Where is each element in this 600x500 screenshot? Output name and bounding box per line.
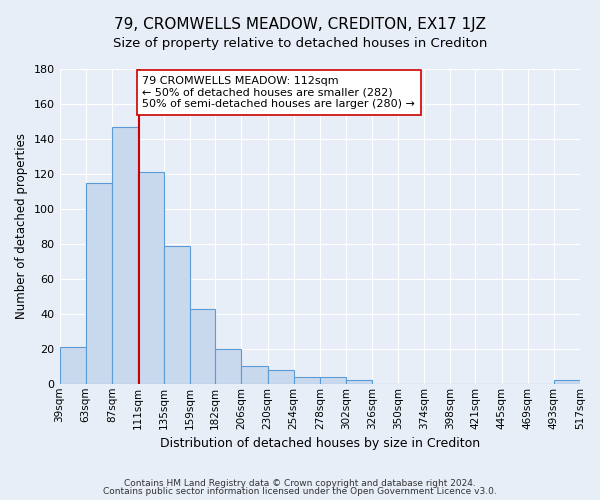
Bar bbox=[293, 377, 320, 384]
X-axis label: Distribution of detached houses by size in Crediton: Distribution of detached houses by size … bbox=[160, 437, 480, 450]
Bar bbox=[190, 308, 215, 384]
Bar bbox=[241, 366, 268, 384]
Bar bbox=[86, 182, 112, 384]
Bar bbox=[346, 380, 372, 384]
Bar bbox=[138, 172, 164, 384]
Bar bbox=[268, 370, 293, 384]
Bar bbox=[215, 349, 241, 384]
Text: 79 CROMWELLS MEADOW: 112sqm
← 50% of detached houses are smaller (282)
50% of se: 79 CROMWELLS MEADOW: 112sqm ← 50% of det… bbox=[142, 76, 415, 109]
Text: Contains public sector information licensed under the Open Government Licence v3: Contains public sector information licen… bbox=[103, 487, 497, 496]
Bar bbox=[59, 347, 86, 384]
Text: Size of property relative to detached houses in Crediton: Size of property relative to detached ho… bbox=[113, 38, 487, 51]
Text: Contains HM Land Registry data © Crown copyright and database right 2024.: Contains HM Land Registry data © Crown c… bbox=[124, 478, 476, 488]
Y-axis label: Number of detached properties: Number of detached properties bbox=[15, 134, 28, 320]
Bar bbox=[320, 377, 346, 384]
Bar bbox=[112, 126, 138, 384]
Bar bbox=[554, 380, 580, 384]
Text: 79, CROMWELLS MEADOW, CREDITON, EX17 1JZ: 79, CROMWELLS MEADOW, CREDITON, EX17 1JZ bbox=[114, 18, 486, 32]
Bar bbox=[164, 246, 190, 384]
